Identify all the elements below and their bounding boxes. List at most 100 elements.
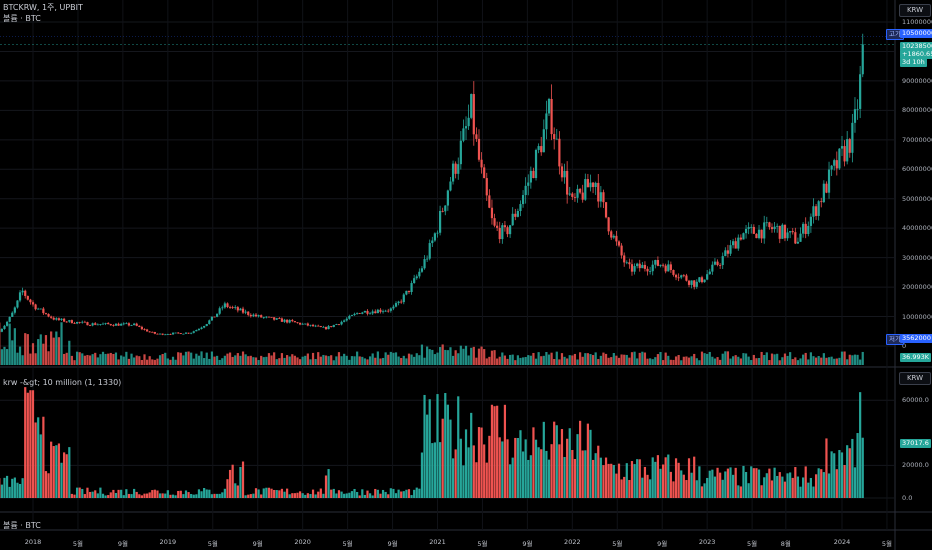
- candle-body: [376, 309, 379, 314]
- candle-body: [304, 323, 307, 325]
- candle-body: [617, 241, 621, 246]
- candle-body: [623, 255, 626, 263]
- indicator-bar: [278, 490, 281, 498]
- candle-body: [356, 313, 359, 314]
- candle-body: [228, 307, 232, 308]
- indicator-bar: [55, 445, 58, 498]
- time-tick-label: 9월: [387, 540, 398, 548]
- indicator-bar: [527, 459, 530, 498]
- volume-bar: [197, 355, 201, 365]
- candle-body: [716, 261, 719, 266]
- candle-body: [529, 170, 532, 183]
- candle-body: [763, 222, 766, 239]
- volume-bar: [96, 357, 99, 365]
- candle-body: [846, 139, 849, 162]
- indicator-bar: [371, 495, 374, 498]
- candle-body: [693, 280, 696, 287]
- volume-bar: [270, 355, 273, 365]
- indicator-bar: [519, 430, 522, 498]
- candle-body: [273, 317, 276, 320]
- indicator-bar: [431, 443, 434, 498]
- candle-body: [859, 74, 862, 109]
- volume-bar: [532, 352, 535, 365]
- volume-bar: [630, 352, 634, 365]
- candle-body: [628, 262, 631, 265]
- indicator-bar: [835, 469, 838, 498]
- candle-body: [817, 201, 820, 216]
- indicator-bar: [226, 479, 229, 498]
- indicator-bar: [540, 449, 543, 498]
- candle-body: [389, 308, 392, 311]
- indicator-unit-button[interactable]: KRW: [899, 372, 931, 385]
- candle-body: [498, 227, 501, 240]
- candle-body: [511, 213, 514, 226]
- candle-body: [215, 313, 219, 317]
- indicator-bar: [257, 489, 260, 498]
- candle-body: [42, 308, 45, 314]
- candle-body: [182, 333, 185, 335]
- candle-body: [789, 231, 792, 233]
- indicator-bar: [560, 429, 564, 498]
- indicator-bar: [203, 488, 206, 498]
- candle-body: [50, 316, 53, 318]
- volume-bar: [288, 356, 291, 365]
- volume-bar: [851, 355, 854, 365]
- volume-bar: [584, 353, 587, 365]
- indicator-bar: [309, 494, 312, 498]
- candle-body: [293, 321, 296, 323]
- indicator-bar: [768, 468, 771, 498]
- indicator-bar: [130, 494, 133, 498]
- volume-bar: [117, 359, 120, 365]
- candle-body: [221, 307, 224, 309]
- volume-bar: [273, 352, 276, 365]
- candle-body: [646, 268, 649, 272]
- volume-bar: [477, 348, 481, 365]
- candle-body: [739, 237, 742, 240]
- candle-body: [286, 319, 289, 323]
- candle-body: [633, 266, 636, 272]
- indicator-bar: [796, 476, 800, 498]
- indicator-bar: [161, 493, 164, 498]
- candle-body: [192, 331, 195, 333]
- candle-body: [669, 264, 672, 271]
- volume-bar: [441, 344, 444, 365]
- volume-bar: [604, 353, 608, 365]
- time-tick-label: 5월: [342, 540, 353, 548]
- candle-body: [773, 226, 776, 230]
- indicator-bar: [73, 494, 76, 498]
- candle-body: [296, 322, 299, 324]
- candle-body: [776, 225, 779, 227]
- candle-body: [34, 304, 37, 310]
- candle-body: [438, 210, 442, 233]
- candle-body: [695, 281, 698, 287]
- volume-bar: [545, 351, 548, 365]
- candle-body: [524, 185, 527, 196]
- candle-body: [187, 332, 190, 334]
- time-tick-label: 9월: [522, 540, 533, 548]
- indicator-bar: [825, 438, 828, 498]
- candle-body: [431, 240, 434, 244]
- candle-body: [44, 313, 48, 314]
- volume-bar: [719, 359, 722, 365]
- candle-body: [602, 192, 605, 203]
- indicator-bar: [690, 472, 693, 498]
- indicator-bar: [703, 483, 706, 498]
- candle-body: [861, 44, 864, 75]
- candle-body: [664, 265, 667, 272]
- volume-bar: [327, 356, 330, 365]
- volume-bar: [475, 357, 478, 365]
- volume-bar: [680, 360, 683, 365]
- volume-bar: [628, 357, 631, 365]
- candle-body: [729, 245, 732, 254]
- indicator-bar: [695, 480, 698, 498]
- indicator-bar: [358, 495, 361, 498]
- indicator-bar: [638, 459, 641, 498]
- volume-bar: [140, 359, 144, 365]
- candle-body: [744, 228, 748, 234]
- price-unit-button[interactable]: KRW: [899, 4, 931, 17]
- candle-body: [796, 241, 800, 244]
- volume-bar: [223, 355, 226, 365]
- volume-bar: [426, 346, 429, 365]
- candle-body: [156, 333, 159, 335]
